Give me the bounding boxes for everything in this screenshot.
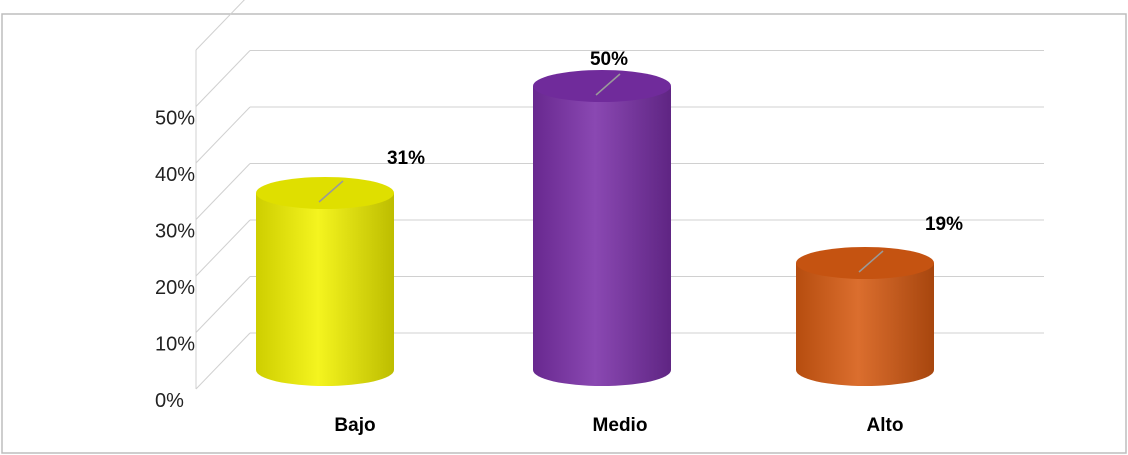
bar-top [533, 70, 671, 102]
bar-body [796, 263, 934, 386]
gridline-side [195, 276, 251, 333]
gridline-side [195, 106, 251, 164]
data-label-alto: 19% [925, 214, 963, 235]
gridline-side [195, 163, 251, 220]
data-label-bajo: 31% [387, 148, 425, 169]
bar-alto [796, 247, 934, 386]
bar-bajo [256, 177, 394, 386]
category-label-alto: Alto [867, 415, 904, 436]
category-label-bajo: Bajo [334, 415, 375, 436]
y-axis-ticks: 0% 10% 20% 30% 40% 50% [155, 108, 195, 413]
bar-top [796, 247, 934, 279]
y-tick-label: 30% [155, 221, 195, 243]
bar-body [533, 86, 671, 386]
y-tick-label: 10% [155, 334, 195, 356]
category-label-medio: Medio [593, 415, 648, 436]
label-leader-line [595, 73, 621, 96]
gridline-side [195, 219, 251, 277]
label-leader-line [318, 180, 344, 203]
y-tick-label: 20% [155, 277, 195, 299]
bar-body [256, 193, 394, 386]
gridline-side [195, 50, 251, 107]
data-labels: 31% 50% 19% [387, 49, 963, 235]
y-tick-label: 40% [155, 164, 195, 186]
bar-top [256, 177, 394, 209]
y-tick-label: 50% [155, 108, 195, 130]
gridline-side [195, 332, 251, 390]
category-labels: Bajo Medio Alto [334, 415, 903, 436]
bar-medio [533, 70, 671, 386]
gridline-side [195, 0, 245, 51]
label-leader-line [858, 250, 884, 273]
bars [256, 70, 934, 386]
data-label-medio: 50% [590, 49, 628, 70]
y-tick-label: 0% [155, 390, 184, 412]
